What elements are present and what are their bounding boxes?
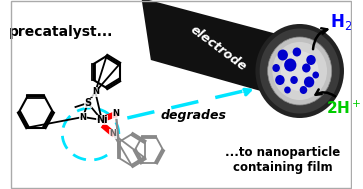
Circle shape bbox=[313, 71, 319, 78]
Circle shape bbox=[275, 75, 285, 85]
Text: electrode: electrode bbox=[188, 23, 249, 73]
Ellipse shape bbox=[256, 24, 344, 118]
Text: N: N bbox=[113, 109, 119, 119]
Text: N: N bbox=[79, 112, 86, 122]
Text: H$_2$: H$_2$ bbox=[330, 12, 352, 32]
Circle shape bbox=[293, 47, 301, 57]
Text: S: S bbox=[84, 98, 91, 108]
Circle shape bbox=[284, 87, 291, 94]
Polygon shape bbox=[142, 0, 300, 102]
Text: N: N bbox=[110, 129, 117, 139]
Circle shape bbox=[272, 64, 280, 72]
Text: precatalyst...: precatalyst... bbox=[9, 25, 114, 39]
Circle shape bbox=[302, 64, 310, 73]
Ellipse shape bbox=[272, 42, 327, 100]
Text: N: N bbox=[92, 88, 99, 97]
Ellipse shape bbox=[268, 37, 332, 105]
Circle shape bbox=[300, 86, 307, 94]
Circle shape bbox=[284, 59, 297, 71]
Circle shape bbox=[278, 50, 288, 60]
Text: ...to nanoparticle
containing film: ...to nanoparticle containing film bbox=[225, 146, 340, 174]
Text: 2H$^+$: 2H$^+$ bbox=[326, 99, 362, 117]
Ellipse shape bbox=[260, 29, 340, 114]
Circle shape bbox=[290, 76, 298, 84]
Ellipse shape bbox=[281, 51, 319, 91]
Text: Ni: Ni bbox=[96, 115, 108, 125]
Text: degrades: degrades bbox=[160, 109, 226, 122]
Circle shape bbox=[306, 55, 316, 65]
Circle shape bbox=[304, 77, 314, 88]
